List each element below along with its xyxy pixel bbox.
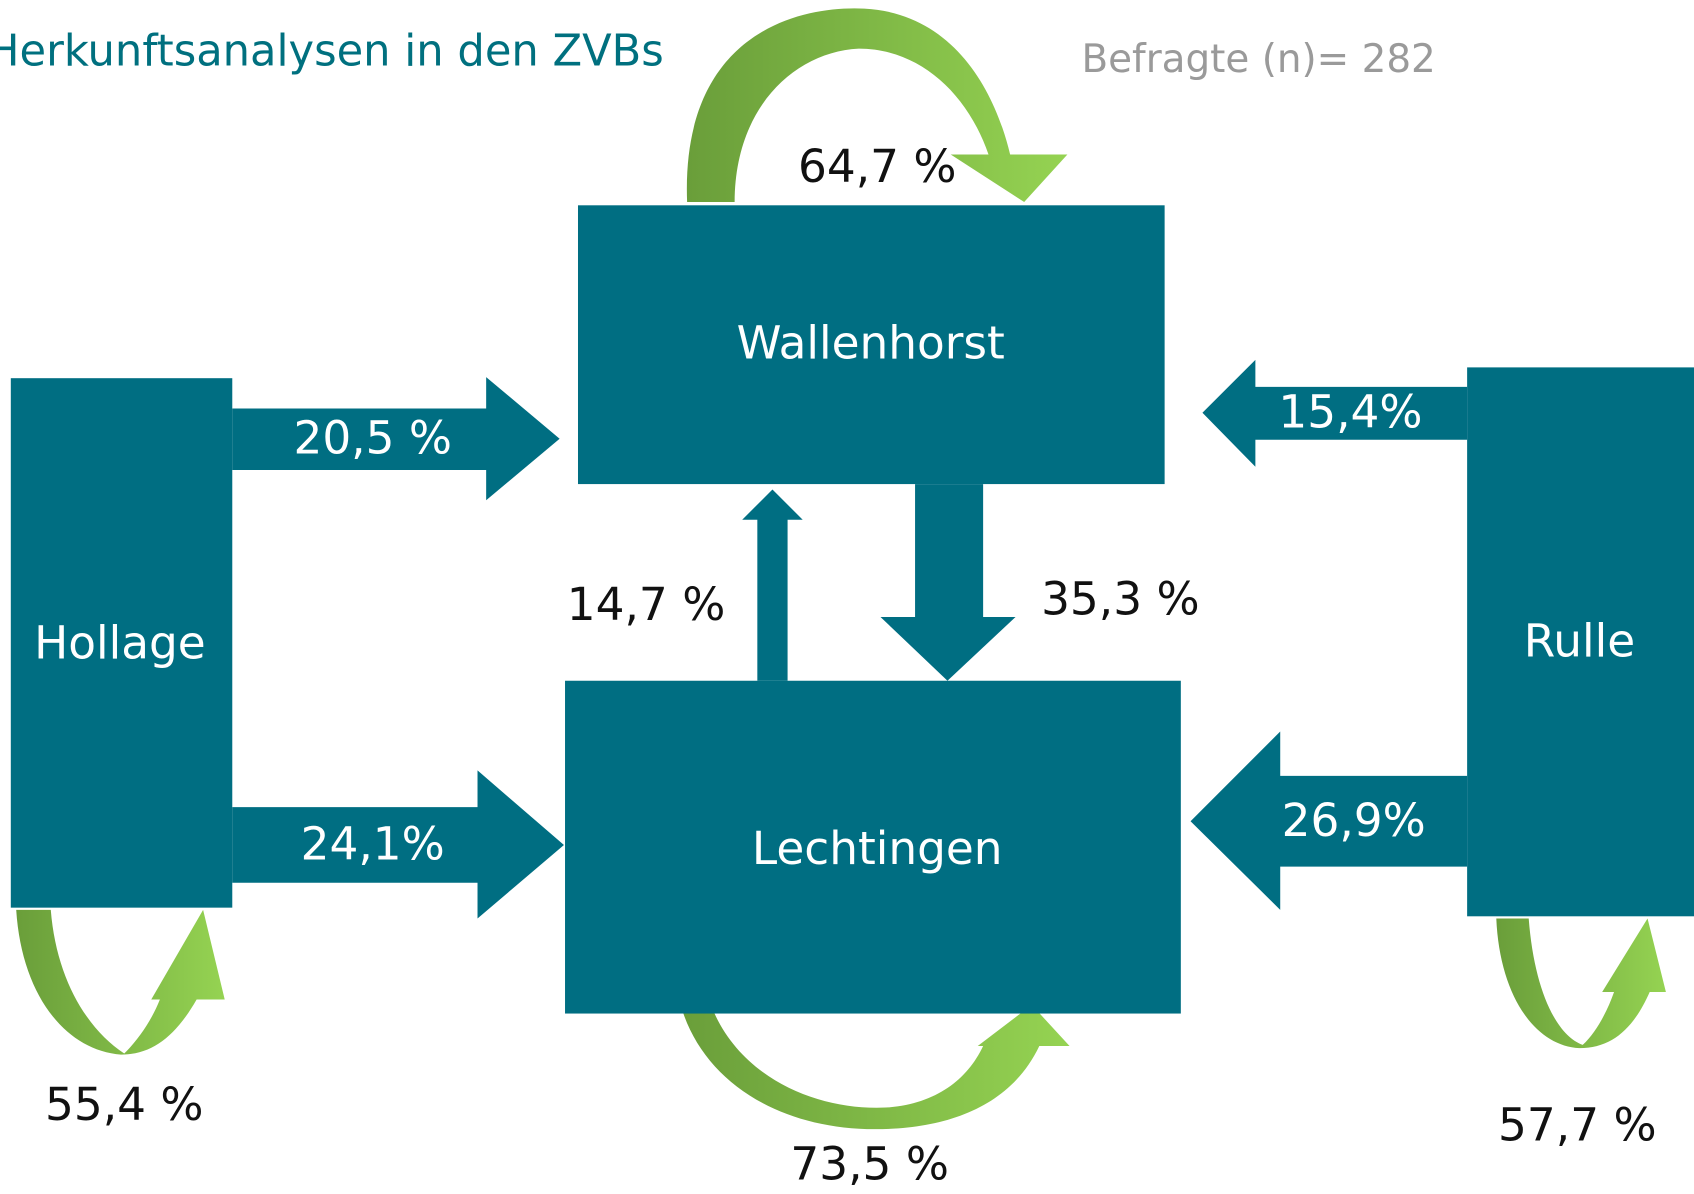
- node-box: [10, 378, 233, 908]
- node-label: Wallenhorst: [737, 316, 1005, 369]
- flow-arrow: [232, 377, 560, 501]
- node-box: [577, 205, 1165, 485]
- flow-arrow: [1190, 731, 1468, 910]
- flow-label: 15,4%: [1278, 385, 1422, 438]
- loop-arrow: [1496, 918, 1666, 1049]
- node-label: Hollage: [34, 617, 206, 670]
- flow-arrow: [880, 484, 1016, 681]
- flow-arrow: [742, 489, 803, 681]
- node-box: [565, 680, 1181, 1014]
- flow-arrow: [1202, 359, 1468, 467]
- flow-label: 73,5 %: [790, 1137, 949, 1190]
- flow-label: 20,5 %: [293, 411, 452, 464]
- flow-label: 64,7 %: [798, 140, 957, 193]
- node-label: Rulle: [1524, 615, 1635, 668]
- flow-label: 24,1%: [301, 818, 445, 871]
- title: Herkunftsanalysen in den ZVBs: [0, 27, 664, 77]
- loop-arrow: [680, 1004, 1070, 1130]
- node-label: Lechtingen: [752, 822, 1003, 875]
- flow-arrow: [232, 770, 564, 919]
- loop-arrow: [686, 8, 1068, 203]
- loop-arrow: [16, 909, 225, 1055]
- flow-label: 26,9%: [1282, 794, 1426, 847]
- node-box: [1467, 367, 1694, 917]
- flow-label: 57,7 %: [1498, 1099, 1657, 1152]
- flow-label: 55,4 %: [45, 1078, 204, 1131]
- flow-label: 14,7 %: [567, 578, 726, 631]
- note: Befragte (n)= 282: [1081, 37, 1435, 82]
- flow-label: 35,3 %: [1041, 572, 1200, 625]
